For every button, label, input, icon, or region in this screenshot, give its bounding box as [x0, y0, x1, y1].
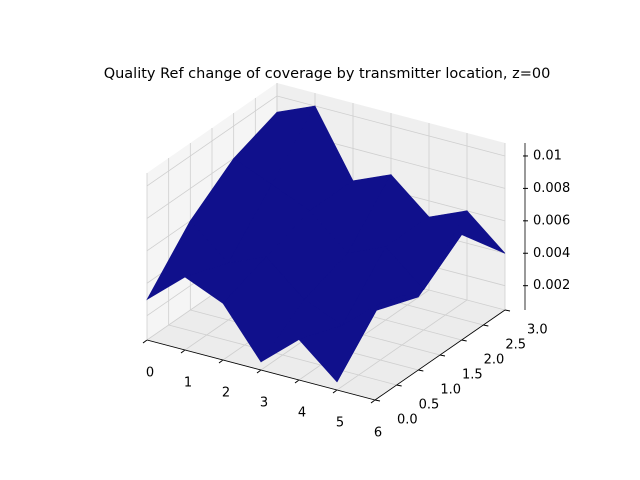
tick-mark: [418, 369, 424, 372]
x-tick-label: 5: [336, 416, 344, 431]
tick-mark: [294, 379, 300, 384]
tick-mark: [180, 349, 186, 354]
z-tick-label: 0.008: [533, 181, 570, 196]
y-tick-label: 2.5: [505, 338, 526, 353]
x-tick-label: 2: [222, 386, 230, 401]
tick-mark: [256, 369, 262, 374]
tick-mark: [504, 309, 511, 312]
tick-mark: [439, 354, 446, 357]
y-tick-label: 0.5: [419, 398, 440, 413]
grid-line: [168, 324, 397, 386]
x-tick-label: 6: [374, 426, 382, 441]
grid-line: [146, 95, 278, 187]
x-tick-label: 0: [146, 366, 154, 381]
z-tick-label: 0.006: [533, 213, 570, 228]
x-tick-label: 1: [184, 376, 192, 391]
y-tick-label: 0.0: [397, 413, 418, 428]
tick-mark: [370, 399, 376, 404]
surface-facet: [336, 296, 419, 383]
x-tick-label: 3: [260, 396, 268, 411]
tick-mark: [396, 384, 402, 387]
tick-mark: [483, 324, 489, 327]
y-tick-label: 1.5: [462, 368, 483, 383]
tick-mark: [374, 399, 381, 402]
y-tick-label: 3.0: [527, 323, 548, 338]
y-axis: [374, 309, 506, 401]
z-tick-label: 0.002: [533, 278, 570, 293]
tick-mark: [142, 339, 148, 344]
x-tick-label: 4: [298, 406, 306, 421]
y-tick-label: 1.0: [440, 383, 461, 398]
tick-mark: [461, 339, 467, 342]
z-tick-label: 0.01: [533, 148, 562, 163]
tick-mark: [332, 389, 338, 394]
chart-title: Quality Ref change of coverage by transm…: [104, 66, 551, 82]
x-axis: [146, 339, 376, 401]
tick-mark: [218, 359, 224, 364]
z-tick-label: 0.004: [533, 246, 570, 261]
y-tick-label: 2.0: [484, 353, 505, 368]
